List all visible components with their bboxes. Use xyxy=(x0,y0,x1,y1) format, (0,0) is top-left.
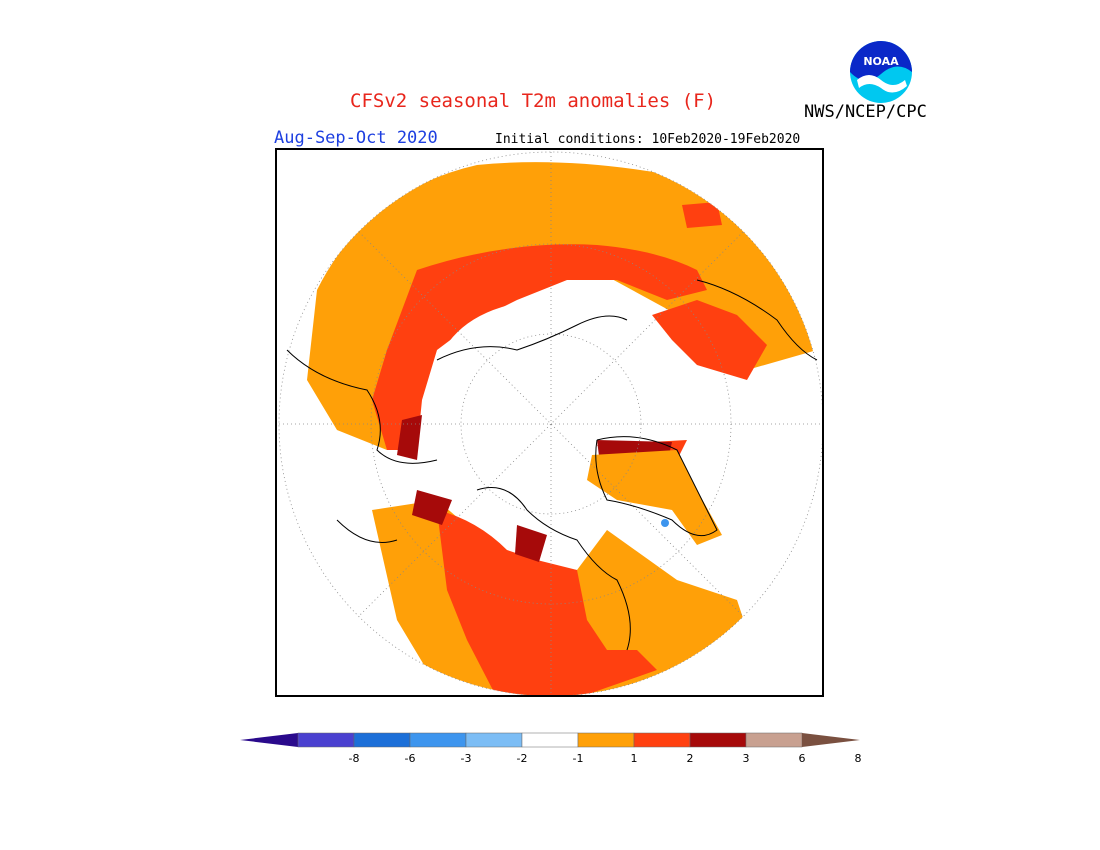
colorbar-tick-label: -3 xyxy=(460,752,472,765)
colorbar-tick-label: -6 xyxy=(404,752,416,765)
anomaly-region-darkred-chukotka xyxy=(397,415,422,460)
polar-map xyxy=(275,148,824,697)
anomaly-region-red-south xyxy=(437,510,657,695)
colorbar-tick-label: -8 xyxy=(348,752,360,765)
colorbar-arrow-low xyxy=(240,733,298,747)
noaa-logo-text: NOAA xyxy=(863,55,899,68)
season-label: Aug-Sep-Oct 2020 xyxy=(274,128,438,148)
colorbar-tick-label: 2 xyxy=(686,752,694,765)
colorbar-swatch xyxy=(689,732,747,748)
colorbar-tick-label: -1 xyxy=(572,752,584,765)
colorbar-swatch xyxy=(465,732,523,748)
anomaly-region-red-north xyxy=(372,244,707,450)
anomaly-region-red-east xyxy=(652,300,767,380)
noaa-logo: NOAA xyxy=(849,40,913,104)
anomaly-region-darkred-asia xyxy=(682,202,722,228)
colorbar-tick-label: 1 xyxy=(630,752,638,765)
colorbar-tick-label: 6 xyxy=(798,752,806,765)
arctic-neutral-region xyxy=(427,300,682,490)
colorbar-swatch xyxy=(577,732,635,748)
map-title: CFSv2 seasonal T2m anomalies (F) xyxy=(350,90,717,112)
initial-conditions-label: Initial conditions: 10Feb2020-19Feb2020 xyxy=(495,132,801,147)
colorbar-arrow-high xyxy=(802,733,860,747)
anomaly-region-orange-greenland xyxy=(587,450,722,545)
anomaly-region-orange-north xyxy=(307,162,817,450)
anomaly-region-darkred-alaska xyxy=(412,490,452,525)
colorbar-swatch xyxy=(297,732,355,748)
colorbar xyxy=(240,730,862,770)
colorbar-tick-label: -2 xyxy=(516,752,528,765)
colorbar-swatch xyxy=(353,732,411,748)
colorbar-tick-label: 3 xyxy=(742,752,750,765)
agency-label: NWS/NCEP/CPC xyxy=(804,102,927,122)
cold-anomaly-spot xyxy=(661,519,669,527)
colorbar-swatch xyxy=(633,732,691,748)
colorbar-swatch xyxy=(521,732,579,748)
colorbar-swatch xyxy=(409,732,467,748)
anomaly-region-darkred-canada xyxy=(515,525,547,562)
colorbar-swatch xyxy=(745,732,803,748)
colorbar-tick-label: 8 xyxy=(854,752,862,765)
